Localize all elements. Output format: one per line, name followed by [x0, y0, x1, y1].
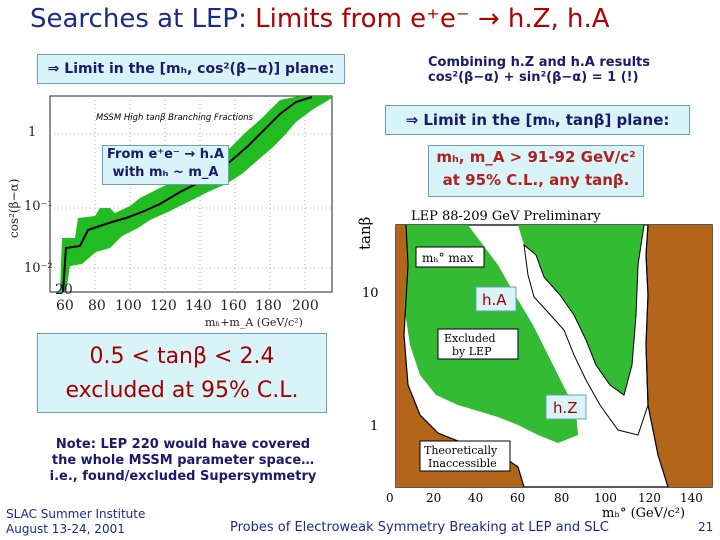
left-plot: MSSM High tanβ Branching Fractions 1 10⁻… — [7, 95, 333, 329]
left-ytick-3: 10⁻² — [24, 261, 53, 276]
slide-title: Searches at LEP: Limits from e⁺e⁻ → h.Z,… — [30, 4, 610, 34]
left-xtick-4: 120 — [150, 298, 177, 314]
left-ytick-1: 1 — [28, 125, 36, 140]
combining-text: Combining h.Z and h.A results cos²(β−α) … — [428, 55, 650, 85]
right-xlabel: mₕ° (GeV/c²) — [602, 506, 685, 521]
mass-box-line-2: at 95% C.L., any tanβ. — [442, 171, 630, 189]
right-plot: LEP 88-209 GeV Preliminary mₕ° max Exclu… — [356, 209, 713, 521]
note-line-2: the whole MSSM parameter space… — [51, 453, 315, 468]
left-xtick-7: 180 — [255, 298, 282, 314]
left-xtick-1: 60 — [56, 298, 74, 314]
note-line-1: Note: LEP 220 would have covered — [55, 437, 311, 452]
right-theory-box — [419, 440, 511, 472]
left-xlabel: mₕ+m_A (GeV/c²) — [205, 316, 303, 329]
left-xtick-6: 160 — [220, 298, 247, 314]
left-xtick-8: 200 — [292, 298, 319, 314]
left-xtick-0: 20 — [55, 282, 73, 298]
title-prefix: Searches at LEP: — [30, 4, 247, 34]
right-xtick-20: 20 — [426, 491, 441, 505]
right-hA-box — [475, 286, 517, 312]
right-xtick-80: 80 — [554, 491, 569, 505]
right-excluded-box — [437, 328, 519, 360]
right-xtick-40: 40 — [468, 491, 483, 505]
right-hZ-label: h.Z — [553, 399, 578, 417]
mass-box-line-1: mₕ, m_A > 91-92 GeV/c² — [436, 148, 636, 166]
right-mhmax-box — [415, 246, 485, 268]
left-plane-box: ⇒ Limit in the [mₕ, cos²(β−α)] plane: — [37, 54, 345, 84]
left-xtick-3: 100 — [115, 298, 142, 314]
right-excluded-label-1: Excluded — [444, 332, 496, 345]
left-plot-line — [62, 96, 313, 293]
right-theory-label-2: Inaccessible — [428, 457, 497, 470]
footer-date: August 13-24, 2001 — [6, 522, 125, 536]
right-excluded-label-2: by LEP — [452, 345, 492, 358]
from-box-line-1: From e⁺e⁻ → h.A — [106, 147, 225, 162]
right-hZ-box — [545, 394, 587, 420]
footer-left: SLAC Summer Institute August 13-24, 2001 — [6, 507, 145, 537]
right-ytick-10: 10 — [362, 286, 379, 301]
right-xtick-60: 60 — [510, 491, 525, 505]
excluded-line-1: 0.5 < tanβ < 2.4 — [89, 344, 275, 369]
left-plot-legend: MSSM High tanβ Branching Fractions — [96, 113, 254, 123]
note-line-3: i.e., found/excluded Supersymmetry — [49, 469, 317, 484]
mass-limit-box: mₕ, m_A > 91-92 GeV/c² at 95% C.L., any … — [428, 145, 644, 197]
title-main: Limits from e⁺e⁻ → h.Z, h.A — [255, 4, 610, 34]
left-xtick-2: 80 — [88, 298, 106, 314]
right-theory-label-1: Theoretically — [424, 444, 498, 457]
right-theory-left — [396, 225, 524, 487]
right-ylabel: tanβ — [356, 217, 374, 250]
right-mhmax-label: mₕ° max — [422, 251, 474, 265]
note-text: Note: LEP 220 would have covered the who… — [38, 437, 328, 485]
left-xtick-5: 140 — [185, 298, 212, 314]
right-plot-header: LEP 88-209 GeV Preliminary — [411, 209, 601, 224]
footer-center: Probes of Electroweak Symmetry Breaking … — [230, 520, 609, 535]
right-xtick-120: 120 — [638, 491, 661, 505]
combining-line-2: cos²(β−α) + sin²(β−α) = 1 (!) — [428, 70, 639, 85]
page-number: 21 — [698, 520, 714, 534]
from-box-line-2: with mₕ ~ m_A — [112, 165, 219, 180]
right-xtick-140: 140 — [680, 491, 703, 505]
excluded-line-2: excluded at 95% C.L. — [65, 378, 299, 403]
left-ytick-2: 10⁻¹ — [24, 199, 53, 214]
right-hA-label: h.A — [482, 291, 507, 309]
right-plane-box: ⇒ Limit in the [mₕ, tanβ] plane: — [385, 105, 690, 135]
left-plot-band — [60, 96, 332, 292]
footer-institute: SLAC Summer Institute — [6, 507, 146, 521]
right-ytick-1: 1 — [370, 419, 378, 434]
combining-line-1: Combining h.Z and h.A results — [428, 55, 650, 70]
right-xtick-0: 0 — [386, 491, 394, 505]
right-xtick-100: 100 — [594, 491, 617, 505]
left-ylabel: cos²(β−α) — [7, 179, 21, 238]
right-theory-right — [646, 225, 712, 487]
excluded-tanbeta-box: 0.5 < tanβ < 2.4 excluded at 95% C.L. — [37, 333, 327, 413]
from-hA-box: From e⁺e⁻ → h.A with mₕ ~ m_A — [102, 145, 229, 185]
